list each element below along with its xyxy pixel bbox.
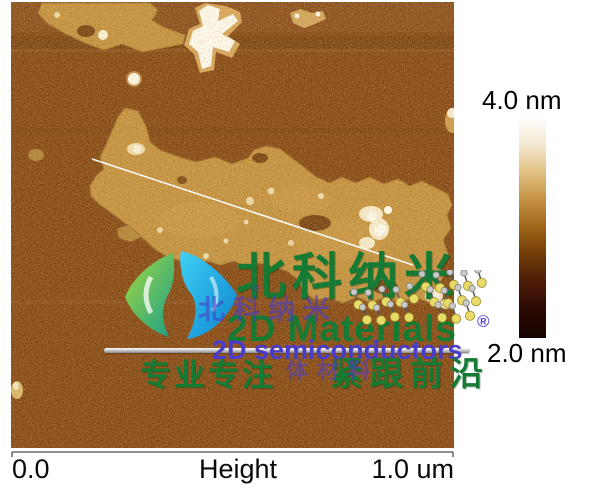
profile-line [91, 158, 414, 266]
company-logo-icon [125, 251, 237, 339]
x-axis-ruler [11, 451, 454, 457]
x-axis-title: Height [198, 454, 278, 484]
height-colorbar [519, 116, 546, 338]
colorbar-max-label: 4.0 nm [482, 85, 562, 115]
noise-texture [11, 2, 454, 448]
watermark-divider-line [104, 348, 470, 353]
x-axis-max-label: 1.0 um [371, 454, 454, 484]
x-axis-min-label: 0.0 [12, 454, 50, 484]
colorbar-min-label: 2.0 nm [487, 338, 567, 368]
crystal-lattice-icon [349, 270, 488, 327]
afm-height-image [11, 2, 454, 448]
